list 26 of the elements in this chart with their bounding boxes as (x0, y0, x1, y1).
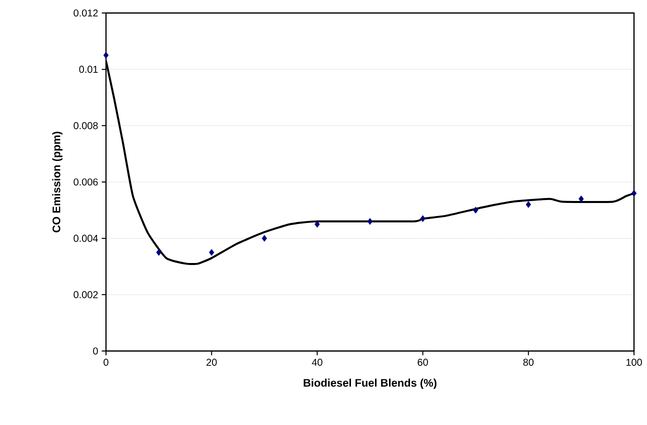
x-tick-label: 20 (206, 358, 217, 366)
point (473, 206, 478, 214)
point (367, 218, 373, 225)
point (156, 249, 162, 256)
x-tick-label: 60 (418, 358, 428, 366)
point (209, 249, 214, 256)
y-tick-label: 0.012 (74, 9, 98, 17)
x-axis-title: Biodiesel Fuel Blends (%) (304, 378, 436, 389)
x-tick-label: 0 (104, 358, 108, 366)
y-tick-label: 0.008 (74, 122, 98, 130)
y-tick-label: 0.002 (74, 291, 98, 298)
point (420, 215, 426, 222)
x-tick-label: 40 (312, 358, 322, 366)
point (631, 190, 637, 197)
x-tick-label: 80 (523, 358, 534, 366)
y-tick-label: 0.006 (74, 178, 98, 186)
point (262, 234, 267, 242)
point (314, 220, 320, 228)
point (103, 52, 109, 59)
point (578, 196, 584, 202)
y-tick-label: 0.004 (74, 234, 98, 242)
point (526, 201, 531, 208)
y-axis-title: CO Emission (ppm) (52, 132, 62, 232)
y-tick-label: 0.01 (79, 66, 98, 73)
x-tick-label: 100 (626, 358, 642, 366)
y-tick-label: 0 (93, 347, 98, 355)
